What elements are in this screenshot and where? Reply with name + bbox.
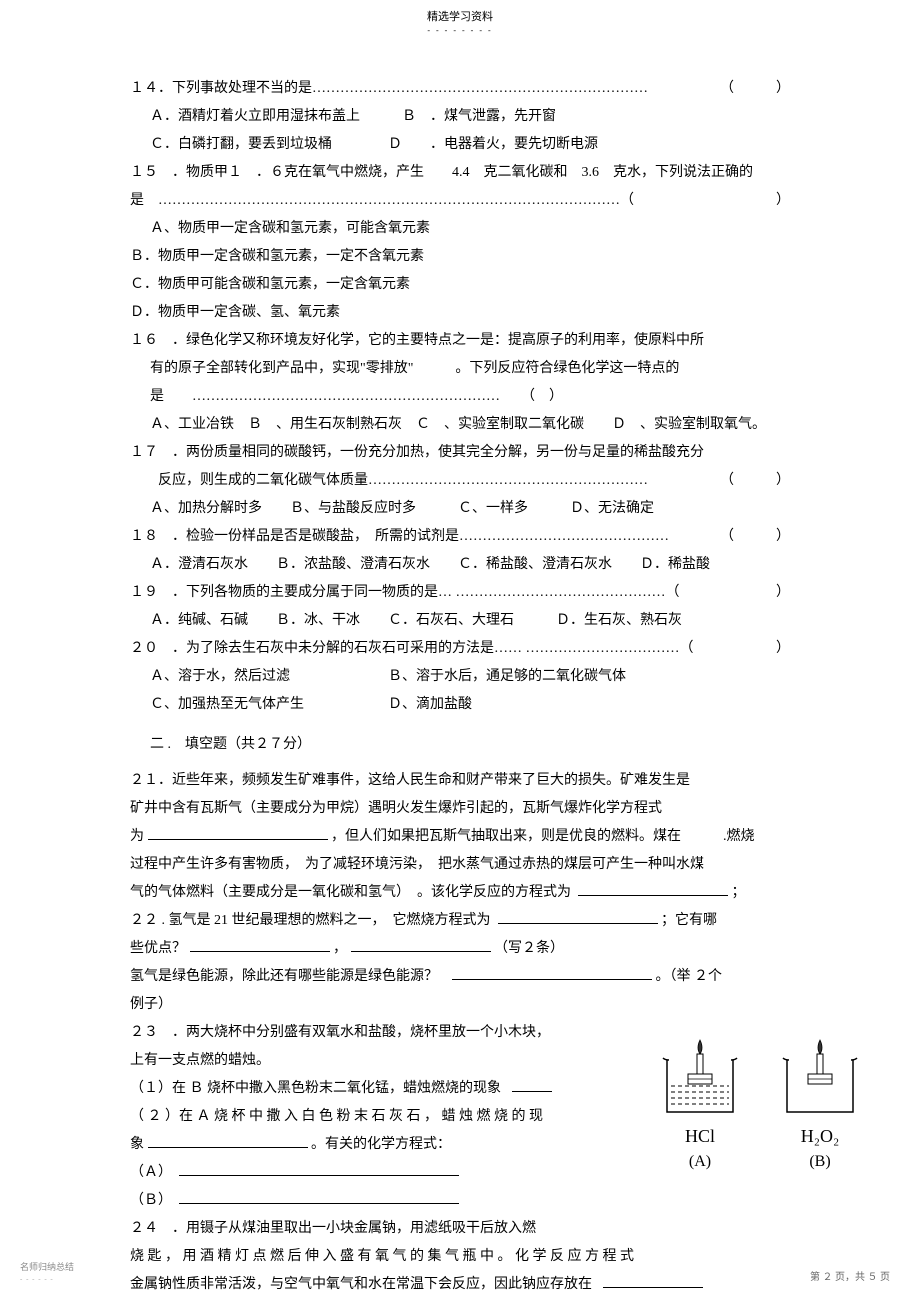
q21-line4: 过程中产生许多有害物质， 为了减轻环境污染， 把水蒸气通过赤热的煤层可产生一种叫… — [130, 851, 790, 879]
blank-22-4 — [452, 963, 652, 980]
q22-line1a: ２２ . 氢气是 21 世纪最理想的燃料之一， 它燃烧方程式为 — [130, 913, 491, 928]
q19-opts: Ａ．纯碱、石碱 Ｂ．冰、干冰 Ｃ．石灰石、大理石 Ｄ．生石灰、熟石灰 — [130, 607, 790, 635]
q16-line2: 有的原子全部转化到产品中，实现"零排放" 。下列反应符合绿色化学这一特点的 — [130, 355, 790, 383]
q24-line1: ２４ ．用镊子从煤油里取出一小块金属钠，用滤纸吸干后放入燃 — [130, 1215, 790, 1243]
q18-stem-text: １８ ．检验一份样品是否是碳酸盐， 所需的试剂是……………………………………… — [130, 529, 669, 544]
q18-stem: １８ ．检验一份样品是否是碳酸盐， 所需的试剂是……………………………………… … — [130, 523, 790, 551]
q20-stem-text: ２０ ．为了除去生石灰中未分解的石灰石可采用的方法是…… ……………………………… — [130, 641, 694, 656]
q20-stem: ２０ ．为了除去生石灰中未分解的石灰石可采用的方法是…… ……………………………… — [130, 635, 790, 663]
q15-optA: Ａ、物质甲一定含碳和氢元素，可能含氧元素 — [130, 215, 790, 243]
q22-line3a: 氢气是绿色能源，除此还有哪些能源是绿色能源？ — [130, 969, 438, 984]
q22-line4: 例子） — [130, 991, 790, 1019]
header-title: 精选学习资料 — [0, 0, 920, 26]
footer-left-text: 名师归纳总结 — [20, 1262, 74, 1272]
beaker-b-label: (B) — [809, 1153, 830, 1171]
q15-optD: Ｄ．物质甲一定含碳、氢、氧元素 — [130, 299, 790, 327]
q23-line3-text: （１）在 Ｂ 烧杯中撒入黑色粉末二氧化锰，蜡烛燃烧的现象 — [130, 1081, 501, 1096]
q21-line5a: 气的气体燃料（主要成分是一氧化碳和氢气） 。该化学反应的方程式为 — [130, 885, 571, 900]
q16-line1: １６ ．绿色化学又称环境友好化学，它的主要特点之一是：提高原子的利用率，使原料中… — [130, 327, 790, 355]
q20-paren: ） — [776, 635, 790, 663]
beaker-a-label: (A) — [689, 1153, 711, 1171]
q23-lineA-label: （Ａ） — [130, 1165, 172, 1180]
blank-21-2 — [578, 879, 728, 896]
q23-lineB-label: （Ｂ） — [130, 1193, 172, 1208]
q16-opts: Ａ、工业冶铁 Ｂ 、用生石灰制熟石灰 Ｃ 、实验室制取二氧化碳 Ｄ 、实验室制取… — [130, 411, 790, 439]
q20-optAB: Ａ、溶于水，然后过滤 Ｂ、溶于水后，通足够的二氧化碳气体 — [130, 663, 790, 691]
header-dots: - - - - - - - - — [0, 26, 920, 35]
q17-paren: （ ） — [720, 467, 790, 495]
beaker-a-icon — [655, 1030, 745, 1120]
q22-line3b: 。（举 ２个 — [656, 969, 723, 984]
q15-line1: １５ ．物质甲１ ．６克在氧气中燃烧，产生 4.4 克二氧化碳和 3.6 克水，… — [130, 159, 790, 187]
q22-line1b: ；它有哪 — [661, 913, 717, 928]
q21-line3: 为 ，但人们如果把瓦斯气抽取出来，则是优良的燃料。煤在 .燃烧 — [130, 823, 790, 851]
q21-line5: 气的气体燃料（主要成分是一氧化碳和氢气） 。该化学反应的方程式为 ； — [130, 879, 790, 907]
q15-line2-text: 是 ………………………………………………………………………………………（ — [130, 193, 634, 208]
q23-line5a: 象 — [130, 1137, 144, 1152]
blank-22-2 — [190, 935, 330, 952]
beaker-figure: HCl (A) H₂O₂ (B) — [655, 1030, 865, 1171]
blank-23-2 — [148, 1131, 308, 1148]
blank-23-1 — [512, 1075, 552, 1092]
q24-line3: 金属钠性质非常活泼，与空气中氧气和水在常温下会反应，因此钠应存放在 — [130, 1271, 790, 1299]
section-title: 二 . 填空题（共２７分） — [130, 731, 790, 759]
q24-line2: 烧 匙 ， 用 酒 精 灯 点 燃 后 伸 入 盛 有 氧 气 的 集 气 瓶 … — [130, 1243, 790, 1271]
q17-opts: Ａ、加热分解时多 Ｂ、与盐酸反应时多 Ｃ、一样多 Ｄ、无法确定 — [130, 495, 790, 523]
q15-paren: ） — [776, 187, 790, 215]
blank-23-A — [179, 1159, 459, 1176]
footer-left: 名师归纳总结 - - - - - - — [20, 1260, 74, 1283]
blank-23-B — [179, 1187, 459, 1204]
q19-stem-text: １９ ．下列各物质的主要成分属于同一物质的是… ………………………………………（ — [130, 585, 680, 600]
q18-paren: （ ） — [720, 523, 790, 551]
q14-stem-text: １４．下列事故处理不当的是……………………………………………………………… — [130, 81, 648, 96]
q20-optCD: Ｃ、加强热至无气体产生 Ｄ、滴加盐酸 — [130, 691, 790, 719]
q19-stem: １９ ．下列各物质的主要成分属于同一物质的是… ………………………………………（… — [130, 579, 790, 607]
q21-line1: ２１．近些年来，频频发生矿难事件，这给人民生命和财产带来了巨大的损失。矿难发生是 — [130, 767, 790, 795]
footer-right: 第 ２ 页，共 ５ 页 — [810, 1268, 890, 1283]
beaker-a-block: HCl (A) — [655, 1030, 745, 1171]
q22-line2: 些优点？ ， （写２条） — [130, 935, 790, 963]
q22-line3: 氢气是绿色能源，除此还有哪些能源是绿色能源？ 。（举 ２个 — [130, 963, 790, 991]
q18-opts: Ａ．澄清石灰水 Ｂ．浓盐酸、澄清石灰水 Ｃ．稀盐酸、澄清石灰水 Ｄ．稀盐酸 — [130, 551, 790, 579]
q22-line2a: 些优点？ — [130, 941, 186, 956]
q15-optC: Ｃ．物质甲可能含碳和氢元素，一定含氧元素 — [130, 271, 790, 299]
q14-paren: （ ） — [720, 75, 790, 103]
q24-line3-text: 金属钠性质非常活泼，与空气中氧气和水在常温下会反应，因此钠应存放在 — [130, 1277, 592, 1292]
q21-line5b: ； — [732, 885, 746, 900]
q17-line1: １７ ．两份质量相同的碳酸钙，一份充分加热，使其完全分解，另一份与足量的稀盐酸充… — [130, 439, 790, 467]
blank-22-3 — [351, 935, 491, 952]
beaker-a-formula: HCl — [685, 1126, 715, 1147]
q21-line3a: 为 — [130, 829, 144, 844]
q23-lineB: （Ｂ） — [130, 1187, 790, 1215]
beaker-b-block: H₂O₂ (B) — [775, 1030, 865, 1171]
q21-line3b: ，但人们如果把瓦斯气抽取出来，则是优良的燃料。煤在 .燃烧 — [331, 829, 755, 844]
q22-line2b: ， — [333, 941, 347, 956]
q22-line2c: （写２条） — [494, 941, 564, 956]
q14-opt-cd: Ｃ．白磷打翻，要丢到垃圾桶 Ｄ ．电器着火，要先切断电源 — [130, 131, 790, 159]
blank-21-1 — [148, 823, 328, 840]
beaker-b-formula: H₂O₂ — [801, 1126, 840, 1147]
q19-paren: ） — [776, 579, 790, 607]
q17-line2: 反应，则生成的二氧化碳气体质量…………………………………………………… （ ） — [130, 467, 790, 495]
footer-left-dots: - - - - - - — [20, 1275, 54, 1283]
q17-line2-text: 反应，则生成的二氧化碳气体质量…………………………………………………… — [158, 473, 648, 488]
q21-line2: 矿井中含有瓦斯气（主要成分为甲烷）遇明火发生爆炸引起的，瓦斯气爆炸化学方程式 — [130, 795, 790, 823]
q22-line1: ２２ . 氢气是 21 世纪最理想的燃料之一， 它燃烧方程式为 ；它有哪 — [130, 907, 790, 935]
q15-optB: Ｂ．物质甲一定含碳和氢元素，一定不含氧元素 — [130, 243, 790, 271]
q16-line3: 是 ………………………………………………………… （ ） — [130, 383, 790, 411]
blank-22-1 — [498, 907, 658, 924]
beaker-b-icon — [775, 1030, 865, 1120]
q14-stem: １４．下列事故处理不当的是……………………………………………………………… （ … — [130, 75, 790, 103]
blank-24-1 — [603, 1271, 703, 1288]
q23-line5b: 。有关的化学方程式： — [311, 1137, 451, 1152]
q14-opt-ab: Ａ．酒精灯着火立即用湿抹布盖上 Ｂ ．煤气泄露，先开窗 — [130, 103, 790, 131]
q15-line2: 是 ………………………………………………………………………………………（ ） — [130, 187, 790, 215]
